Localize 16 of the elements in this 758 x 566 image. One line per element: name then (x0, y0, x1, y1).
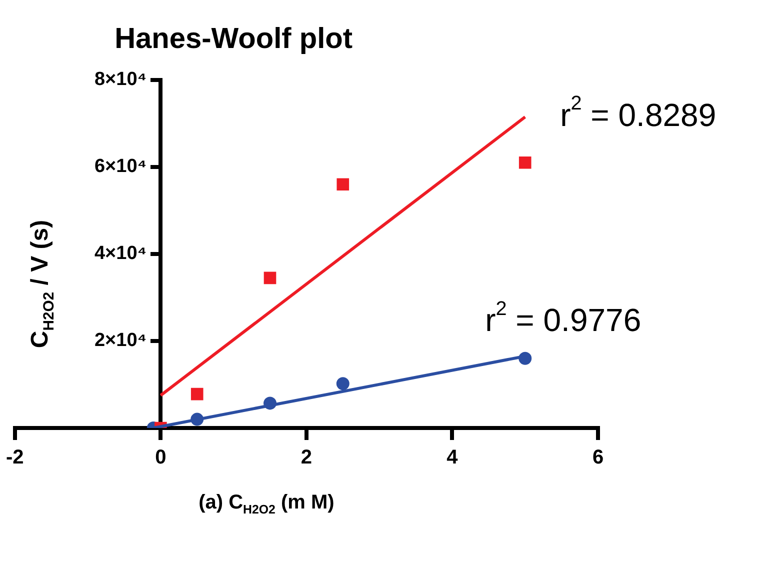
x-tick-label: 0 (155, 446, 166, 469)
point (190, 388, 204, 400)
x-tick-label: 6 (592, 446, 604, 469)
y-axis-title: CH2O2 / V (s) (26, 220, 58, 348)
y-tick-label: 2×10⁴ (94, 330, 147, 352)
x-tick-label: 2 (300, 446, 312, 469)
point (518, 156, 532, 169)
x-tick-label: -2 (6, 446, 24, 469)
y-tick-label: 6×10⁴ (94, 156, 147, 178)
chart-title: Hanes-Woolf plot (114, 23, 353, 55)
point (336, 178, 350, 191)
point (336, 377, 350, 390)
x-tick-label: 4 (446, 446, 459, 469)
y-tick-label: 8×10⁴ (94, 69, 147, 90)
y-tick-label: 4×10⁴ (94, 243, 147, 264)
point (264, 272, 276, 284)
